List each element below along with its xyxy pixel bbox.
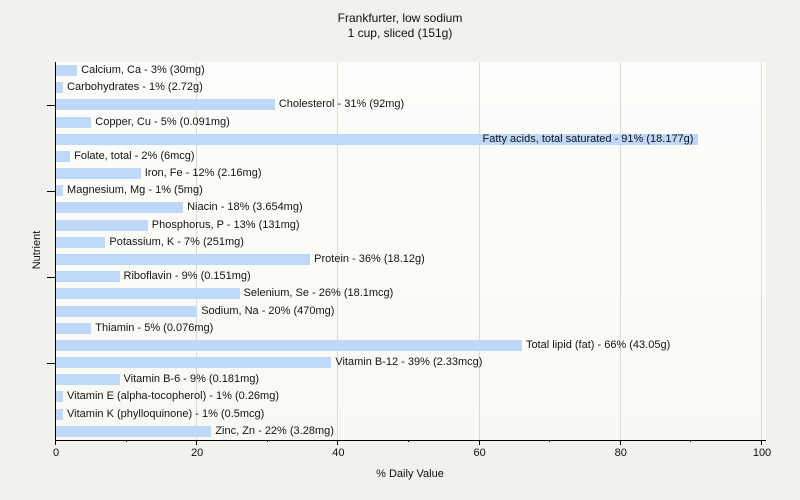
bar-label: Vitamin B-6 - 9% (0.181mg)	[123, 373, 260, 386]
y-axis-tick	[47, 277, 55, 278]
y-axis-tick	[47, 105, 55, 106]
x-axis-major-tick	[337, 440, 339, 445]
bar-label: Cholesterol - 31% (92mg)	[278, 98, 405, 111]
bar	[56, 185, 64, 197]
x-axis-major-tick	[478, 440, 480, 445]
bar-label: Carbohydrates - 1% (2.72g)	[67, 81, 203, 94]
bar-label: Vitamin E (alpha-tocopherol) - 1% (0.26m…	[67, 390, 279, 403]
bar-row: Total lipid (fat) - 66% (43.05g)	[56, 337, 766, 354]
bar	[56, 322, 92, 334]
bar	[56, 236, 106, 248]
bar-row: Copper, Cu - 5% (0.091mg)	[56, 114, 766, 131]
bar-row: Cholesterol - 31% (92mg)	[56, 96, 766, 113]
x-axis-tick-label: 0	[52, 447, 60, 459]
bar	[56, 116, 92, 128]
bar-row: Vitamin E (alpha-tocopherol) - 1% (0.26m…	[56, 388, 766, 405]
bar-label: Protein - 36% (18.12g)	[314, 253, 425, 265]
x-axis-major-tick	[761, 440, 762, 445]
bar-row: Selenium, Se - 26% (18.1mcg)	[56, 285, 766, 302]
bar-label: Riboflavin - 9% (0.151mg)	[123, 270, 251, 283]
bar	[56, 339, 522, 351]
gridline	[478, 62, 480, 440]
bar-label: Thiamin - 5% (0.076mg)	[95, 321, 214, 334]
x-axis-major-tick	[196, 440, 198, 445]
chart-title: Frankfurter, low sodium 1 cup, sliced (1…	[0, 11, 800, 41]
bar	[56, 374, 120, 386]
x-axis-minor-tick	[125, 440, 127, 442]
bar-label: Zinc, Zn - 22% (3.28mg)	[215, 424, 334, 437]
bar-row: Phosphorus, P - 13% (131mg)	[56, 217, 766, 234]
bar	[56, 65, 78, 76]
bar	[56, 271, 120, 283]
bar-row: Vitamin B-12 - 39% (2.33mcg)	[56, 354, 766, 371]
chart-title-line1: Frankfurter, low sodium	[337, 11, 463, 25]
bar-row: Vitamin K (phylloquinone) - 1% (0.5mcg)	[56, 406, 766, 423]
plot-area: Calcium, Ca - 3% (30mg) Carbohydrates - 1…	[47, 62, 771, 459]
bar-label: Copper, Cu - 5% (0.091mg)	[95, 115, 230, 128]
x-axis-major-tick	[619, 440, 621, 445]
gridline	[619, 62, 621, 440]
bar	[56, 357, 332, 369]
x-axis-tick-label: 80	[614, 447, 627, 459]
gridline	[196, 62, 198, 440]
x-axis-label: % Daily Value	[376, 468, 444, 480]
bar-label: Fatty acids, total saturated - 91% (18.1…	[482, 132, 694, 145]
x-axis-major-tick	[55, 440, 56, 445]
bar	[56, 305, 198, 317]
x-axis-tick-label: 60	[473, 447, 486, 459]
bar-row: Folate, total - 2% (6mcg)	[56, 148, 766, 165]
y-axis-tick	[47, 363, 55, 364]
bar	[56, 82, 64, 94]
bar-label: Calcium, Ca - 3% (30mg)	[81, 64, 205, 76]
bar-label: Vitamin B-12 - 39% (2.33mcg)	[335, 356, 483, 369]
bar-row: Thiamin - 5% (0.076mg)	[56, 320, 766, 337]
bar-label: Niacin - 18% (3.654mg)	[187, 201, 303, 214]
bar-label: Magnesium, Mg - 1% (5mg)	[67, 184, 203, 197]
gridline	[761, 62, 762, 440]
bar	[56, 150, 71, 162]
bar-row: Sodium, Na - 20% (470mg)	[56, 303, 766, 320]
bar	[56, 202, 184, 214]
chart-title-line2: 1 cup, sliced (151g)	[347, 26, 453, 40]
bar	[56, 168, 141, 180]
bar-row: Fatty acids, total saturated - 91% (18.1…	[56, 131, 766, 148]
bar	[56, 99, 275, 111]
bar-row: Potassium, K - 7% (251mg)	[56, 234, 766, 251]
x-axis-minor-tick	[266, 440, 268, 442]
bar-row: Riboflavin - 9% (0.151mg)	[56, 268, 766, 285]
x-axis-minor-tick	[408, 440, 409, 442]
x-axis-minor-tick	[549, 440, 551, 442]
y-axis-tick	[47, 191, 55, 192]
bar-row: Magnesium, Mg - 1% (5mg)	[56, 182, 766, 199]
bar	[56, 219, 148, 231]
bar-row: Niacin - 18% (3.654mg)	[56, 199, 766, 216]
bar	[56, 254, 311, 265]
bar-row: Iron, Fe - 12% (2.16mg)	[56, 165, 766, 182]
bar	[56, 288, 240, 300]
bar-label: Potassium, K - 7% (251mg)	[109, 235, 244, 248]
bar-row: Vitamin B-6 - 9% (0.181mg)	[56, 371, 766, 388]
bar-label: Iron, Fe - 12% (2.16mg)	[144, 167, 262, 180]
bar-label: Selenium, Se - 26% (18.1mcg)	[243, 287, 394, 300]
bar-label: Vitamin K (phylloquinone) - 1% (0.5mcg)	[67, 407, 265, 420]
bar	[56, 391, 64, 403]
bar-row: Carbohydrates - 1% (2.72g)	[56, 79, 766, 96]
bar	[56, 408, 64, 420]
x-axis-tick-label: 100	[752, 447, 772, 459]
bar-row: Zinc, Zn - 22% (3.28mg)	[56, 423, 766, 440]
bar-row: Calcium, Ca - 3% (30mg)	[56, 62, 766, 79]
bar-label: Phosphorus, P - 13% (131mg)	[151, 218, 300, 231]
x-axis-minor-tick	[690, 440, 692, 442]
gridline	[337, 62, 339, 440]
y-axis-label: Nutrient	[31, 230, 43, 270]
bar-label: Total lipid (fat) - 66% (43.05g)	[525, 338, 671, 351]
bar	[56, 133, 699, 145]
x-axis-tick-label: 40	[332, 447, 345, 459]
x-axis-tick-label: 20	[191, 447, 204, 459]
bar-row: Protein - 36% (18.12g)	[56, 251, 766, 268]
bar-label: Folate, total - 2% (6mcg)	[74, 149, 195, 162]
bar-label: Sodium, Na - 20% (470mg)	[201, 304, 335, 317]
bar	[56, 425, 212, 437]
